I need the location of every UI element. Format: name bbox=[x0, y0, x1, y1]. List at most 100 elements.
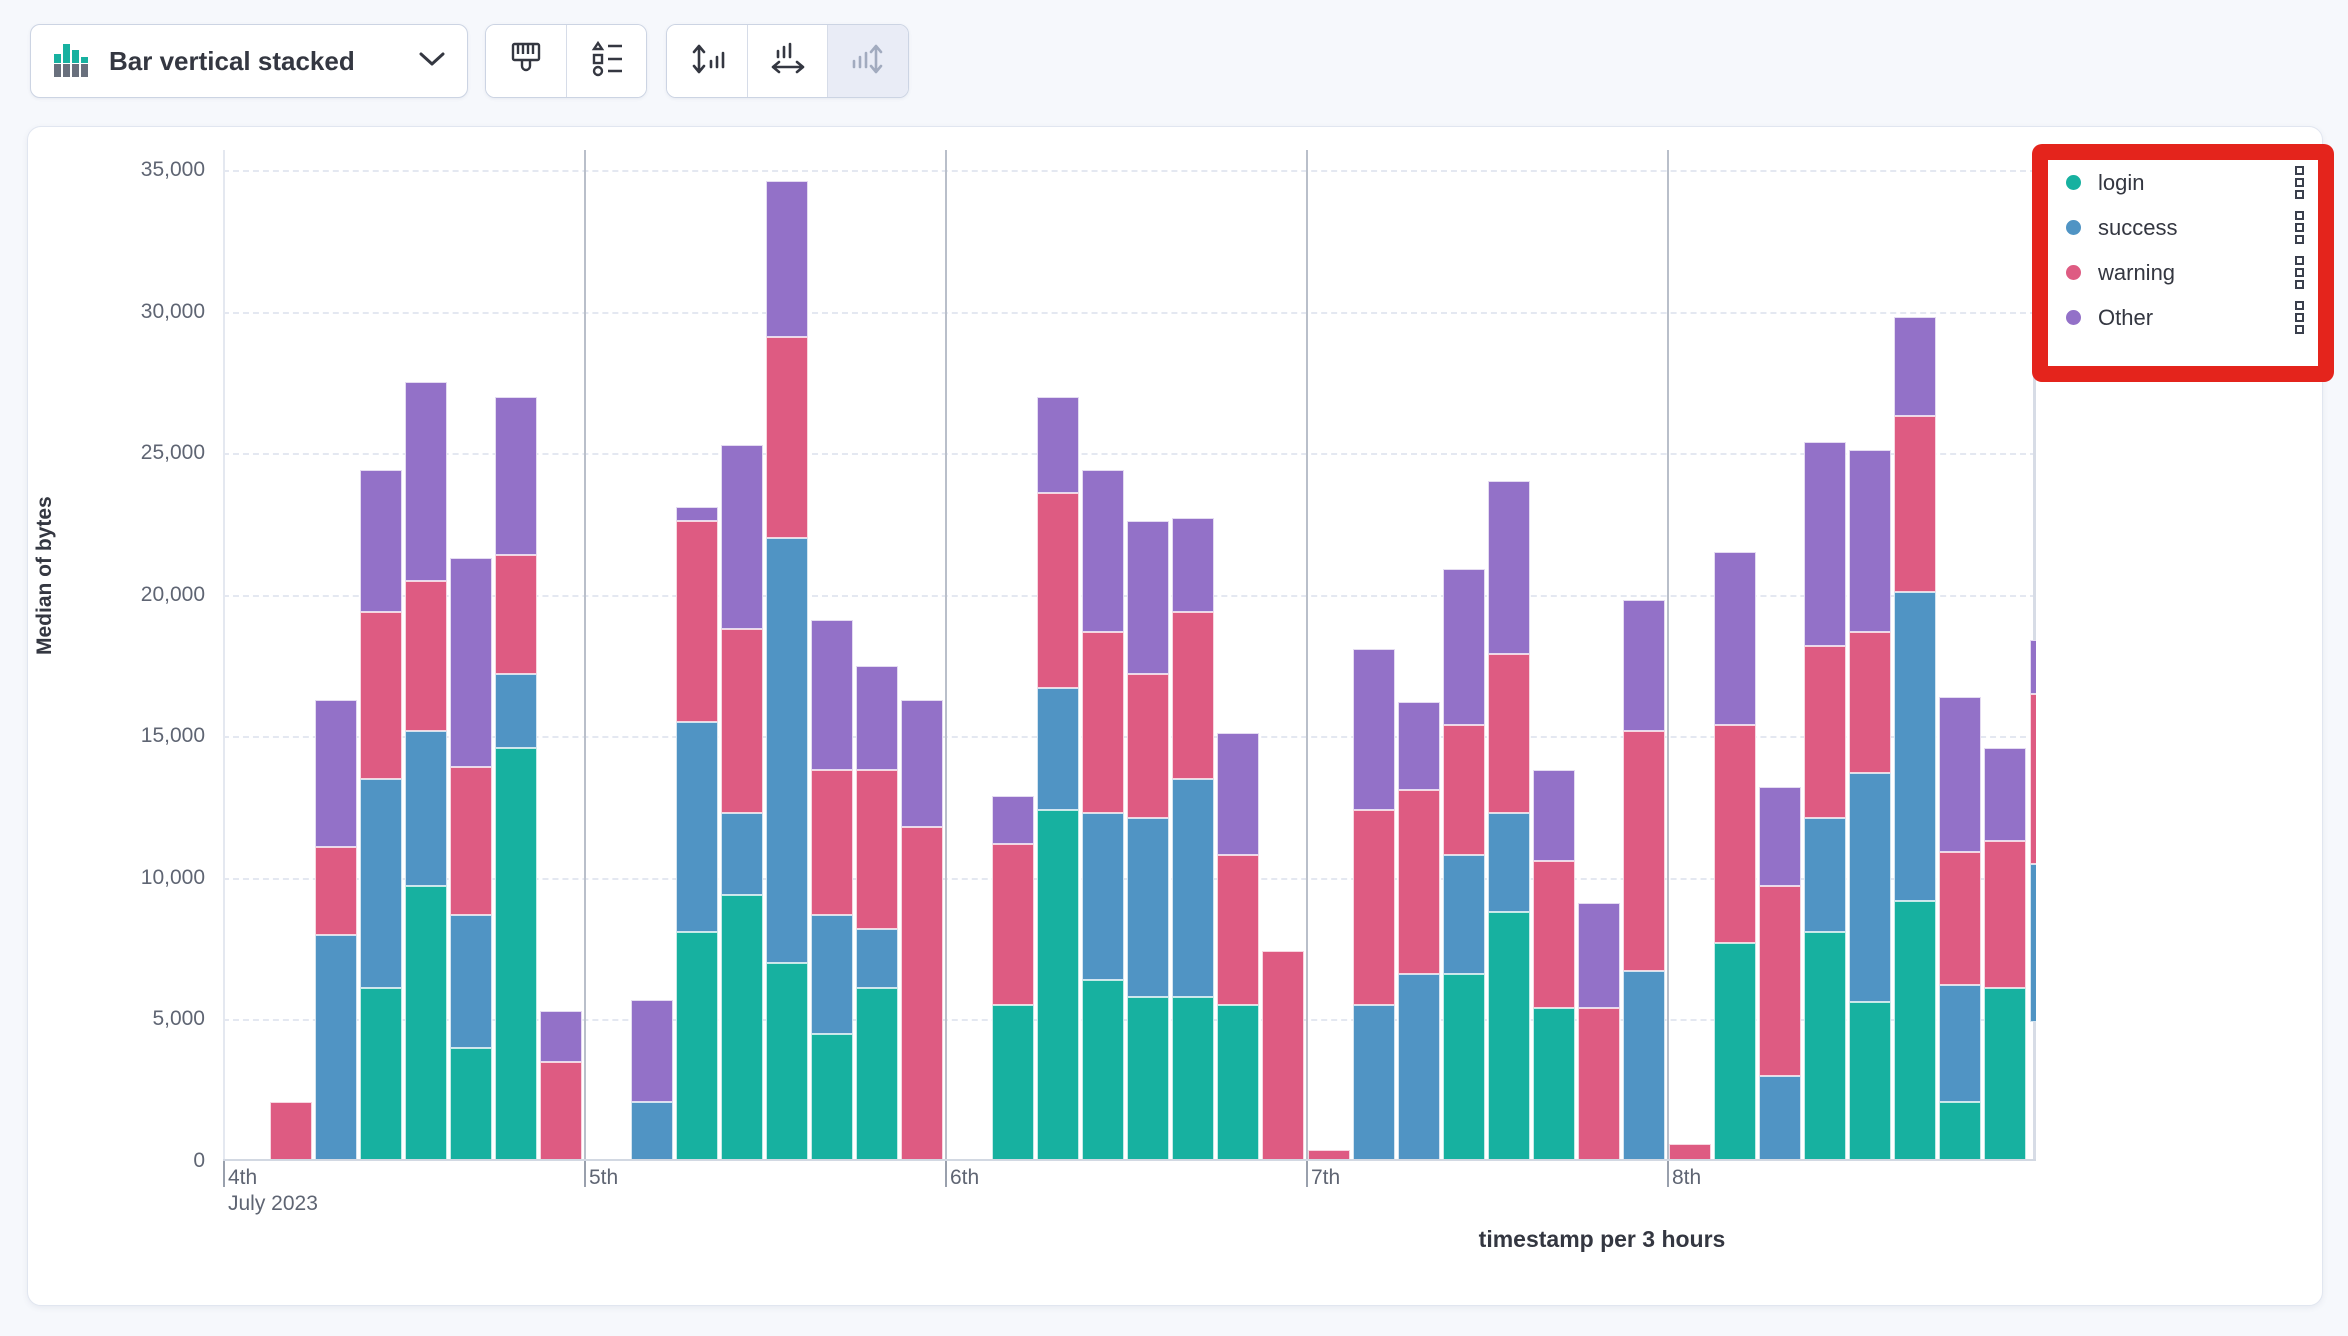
bar-segment-login[interactable] bbox=[991, 1005, 1034, 1161]
bar-segment-login[interactable] bbox=[856, 988, 899, 1161]
bar-segment-success[interactable] bbox=[1397, 974, 1440, 1161]
bar-segment-Other[interactable] bbox=[1533, 770, 1576, 861]
boxes-vertical-icon[interactable] bbox=[2291, 207, 2308, 248]
bar-segment-login[interactable] bbox=[1984, 988, 2027, 1161]
bar-segment-login[interactable] bbox=[1533, 1008, 1576, 1161]
bar-segment-warning[interactable] bbox=[1533, 860, 1576, 1009]
bar-segment-success[interactable] bbox=[405, 730, 447, 887]
bar-segment-success[interactable] bbox=[1758, 1076, 1801, 1161]
bar-segment-success[interactable] bbox=[1894, 591, 1937, 901]
bar-segment-Other[interactable] bbox=[1397, 702, 1440, 791]
bar-segment-warning[interactable] bbox=[766, 337, 808, 539]
left-axis-button[interactable] bbox=[667, 25, 747, 97]
bar-segment-success[interactable] bbox=[675, 722, 718, 932]
bar-segment-Other[interactable] bbox=[856, 665, 899, 771]
bar-segment-Other[interactable] bbox=[1127, 521, 1169, 674]
bar-segment-success[interactable] bbox=[1172, 778, 1215, 997]
bar-segment-success[interactable] bbox=[766, 538, 808, 963]
bar-segment-Other[interactable] bbox=[991, 795, 1034, 844]
bar-segment-warning[interactable] bbox=[2029, 693, 2036, 864]
bar-segment-warning[interactable] bbox=[540, 1061, 583, 1161]
bar-segment-Other[interactable] bbox=[1894, 317, 1937, 417]
bar-segment-success[interactable] bbox=[1803, 818, 1846, 932]
bar-segment-Other[interactable] bbox=[450, 557, 493, 768]
legend-label[interactable]: success bbox=[2098, 214, 2178, 240]
bar-segment-login[interactable] bbox=[1036, 809, 1079, 1161]
bar-segment-login[interactable] bbox=[359, 988, 402, 1161]
bar-segment-Other[interactable] bbox=[1578, 903, 1621, 1009]
bar-segment-Other[interactable] bbox=[495, 396, 538, 556]
bar-segment-warning[interactable] bbox=[1578, 1008, 1621, 1161]
bar-segment-warning[interactable] bbox=[901, 826, 944, 1161]
legend-label[interactable]: login bbox=[2098, 169, 2145, 195]
bar-segment-warning[interactable] bbox=[1127, 674, 1169, 819]
bar-segment-login[interactable] bbox=[450, 1047, 493, 1161]
bar-segment-warning[interactable] bbox=[1352, 809, 1395, 1006]
bar-segment-success[interactable] bbox=[630, 1101, 673, 1161]
bar-segment-success[interactable] bbox=[495, 674, 538, 748]
bar-segment-login[interactable] bbox=[811, 1033, 854, 1161]
bar-segment-Other[interactable] bbox=[1849, 450, 1891, 632]
bar-segment-success[interactable] bbox=[1849, 773, 1891, 1003]
bar-segment-login[interactable] bbox=[1849, 1002, 1891, 1161]
bar-segment-success[interactable] bbox=[359, 778, 402, 989]
bar-segment-Other[interactable] bbox=[1803, 441, 1846, 646]
bar-segment-Other[interactable] bbox=[811, 620, 854, 771]
bar-segment-Other[interactable] bbox=[540, 1010, 583, 1062]
legend-color-dot[interactable] bbox=[2066, 175, 2081, 190]
legend-color-dot[interactable] bbox=[2066, 265, 2081, 280]
bar-segment-warning[interactable] bbox=[314, 846, 357, 935]
bar-segment-Other[interactable] bbox=[1488, 481, 1530, 655]
bar-segment-Other[interactable] bbox=[314, 699, 357, 847]
bar-segment-warning[interactable] bbox=[1894, 416, 1937, 592]
bar-segment-warning[interactable] bbox=[450, 767, 493, 915]
bar-segment-warning[interactable] bbox=[1984, 841, 2027, 989]
legend-color-dot[interactable] bbox=[2066, 310, 2081, 325]
bar-segment-Other[interactable] bbox=[1984, 747, 2027, 842]
bar-segment-warning[interactable] bbox=[720, 628, 763, 813]
bar-segment-Other[interactable] bbox=[359, 470, 402, 612]
bar-segment-warning[interactable] bbox=[405, 580, 447, 731]
bar-segment-login[interactable] bbox=[1127, 996, 1169, 1161]
bar-segment-success[interactable] bbox=[2029, 863, 2036, 1023]
bar-segment-warning[interactable] bbox=[1713, 724, 1756, 943]
bar-segment-success[interactable] bbox=[314, 934, 357, 1161]
bar-segment-Other[interactable] bbox=[630, 999, 673, 1102]
bar-segment-Other[interactable] bbox=[901, 699, 944, 827]
bar-segment-Other[interactable] bbox=[1623, 600, 1666, 731]
bar-segment-login[interactable] bbox=[675, 931, 718, 1161]
bar-segment-warning[interactable] bbox=[856, 770, 899, 929]
bar-segment-warning[interactable] bbox=[1939, 852, 1982, 986]
bar-segment-Other[interactable] bbox=[1217, 733, 1260, 856]
bar-segment-login[interactable] bbox=[405, 886, 447, 1161]
bar-segment-Other[interactable] bbox=[1713, 552, 1756, 725]
bar-segment-success[interactable] bbox=[1036, 688, 1079, 810]
bar-segment-Other[interactable] bbox=[1172, 518, 1215, 612]
bar-segment-success[interactable] bbox=[1127, 818, 1169, 997]
bar-segment-warning[interactable] bbox=[675, 521, 718, 723]
bar-segment-login[interactable] bbox=[1172, 996, 1215, 1161]
bar-segment-success[interactable] bbox=[1442, 855, 1485, 975]
bar-segment-login[interactable] bbox=[495, 747, 538, 1161]
bar-segment-warning[interactable] bbox=[1803, 645, 1846, 819]
bar-segment-warning[interactable] bbox=[1758, 886, 1801, 1077]
bar-segment-login[interactable] bbox=[1442, 974, 1485, 1161]
boxes-vertical-icon[interactable] bbox=[2291, 162, 2308, 203]
bar-segment-Other[interactable] bbox=[675, 506, 718, 522]
bar-segment-warning[interactable] bbox=[991, 843, 1034, 1006]
bar-segment-login[interactable] bbox=[766, 962, 808, 1161]
bar-segment-Other[interactable] bbox=[1036, 396, 1079, 493]
bar-segment-Other[interactable] bbox=[720, 444, 763, 629]
bar-segment-warning[interactable] bbox=[1081, 631, 1124, 813]
bar-segment-success[interactable] bbox=[450, 914, 493, 1048]
bar-segment-warning[interactable] bbox=[1217, 855, 1260, 1006]
bar-segment-login[interactable] bbox=[720, 894, 763, 1161]
bar-segment-Other[interactable] bbox=[1352, 648, 1395, 810]
bar-segment-success[interactable] bbox=[1488, 812, 1530, 912]
bar-segment-warning[interactable] bbox=[1849, 631, 1891, 774]
bar-segment-login[interactable] bbox=[1803, 931, 1846, 1161]
bar-segment-login[interactable] bbox=[1894, 900, 1937, 1161]
bar-segment-success[interactable] bbox=[1939, 985, 1982, 1102]
bar-segment-success[interactable] bbox=[720, 812, 763, 895]
bar-segment-warning[interactable] bbox=[495, 555, 538, 674]
